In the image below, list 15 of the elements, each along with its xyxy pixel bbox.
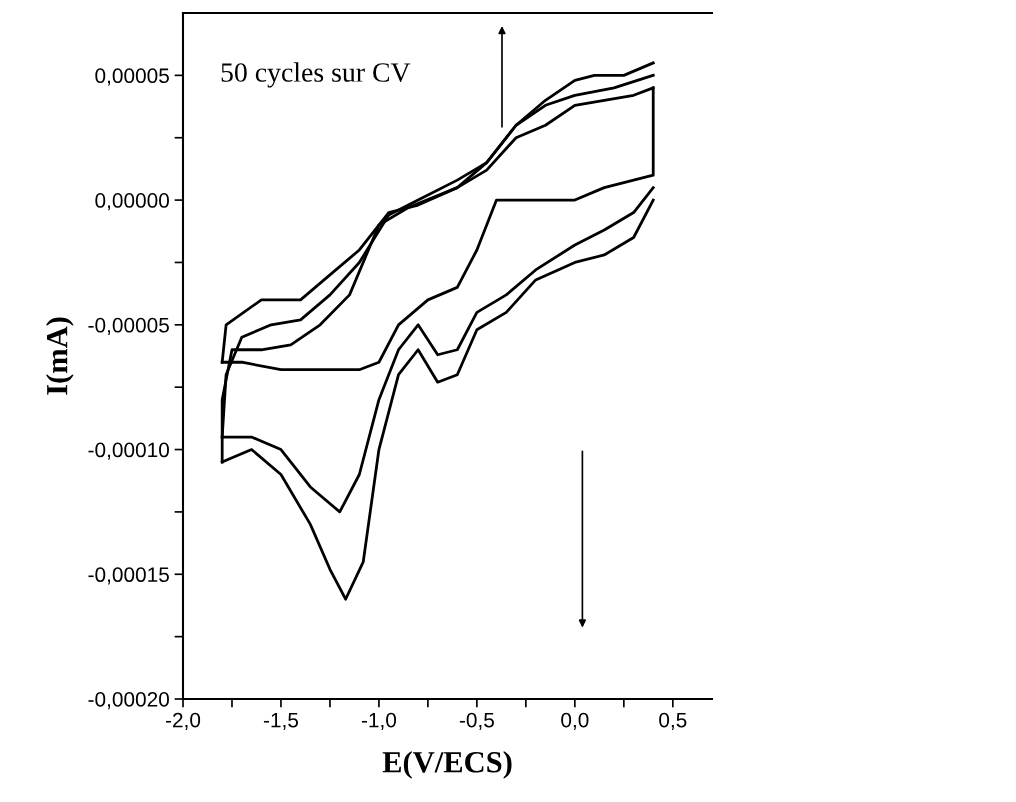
x-tick-label: 0,0 bbox=[561, 712, 589, 730]
x-tick-label: 0,5 bbox=[659, 712, 687, 730]
y-tick-label: 0,00005 bbox=[95, 68, 169, 86]
annotation: 50 cycles sur CV bbox=[221, 62, 411, 88]
x-tick-label: -1,0 bbox=[361, 712, 397, 730]
x-axis-title: E(V/ECS) bbox=[382, 751, 512, 779]
y-tick-label: -0,00005 bbox=[88, 317, 169, 336]
y-axis-title: I(mA) bbox=[45, 317, 74, 395]
x-tick-label: -0,5 bbox=[459, 712, 494, 730]
x-tick-label: -2,0 bbox=[165, 712, 201, 730]
y-tick-label: -0,00010 bbox=[88, 442, 169, 460]
y-tick-label: 0,00000 bbox=[95, 193, 169, 211]
y-tick-label: -0,00015 bbox=[88, 567, 169, 585]
x-tick-label: -1,5 bbox=[263, 712, 299, 730]
y-tick-label: -0,00020 bbox=[88, 692, 169, 710]
